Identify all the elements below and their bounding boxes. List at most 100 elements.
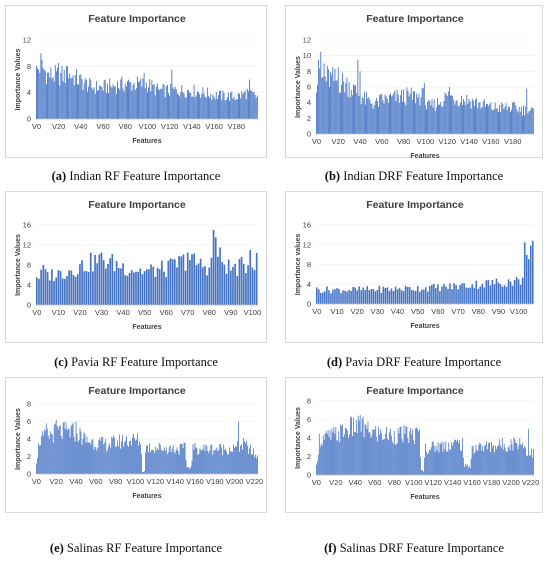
- bar: [484, 106, 486, 134]
- chart-title: Feature Importance: [88, 385, 186, 397]
- bar: [255, 454, 256, 474]
- x-tick-label: V60: [96, 122, 109, 131]
- bar: [334, 289, 336, 304]
- bar: [121, 76, 123, 119]
- bar-series: [36, 53, 258, 120]
- bar: [63, 69, 65, 119]
- bar: [339, 442, 341, 475]
- bar: [524, 115, 526, 134]
- x-tick-label: V180: [504, 137, 522, 146]
- bar: [354, 432, 356, 475]
- bar: [366, 286, 369, 304]
- bar: [154, 276, 157, 305]
- bar: [503, 108, 505, 134]
- bar: [166, 84, 168, 119]
- bar: [242, 94, 244, 119]
- bar: [510, 439, 512, 475]
- bar: [317, 454, 319, 475]
- bar: [180, 443, 182, 474]
- panel-b: Feature Importance Importance Values Featu…: [285, 5, 543, 188]
- bar: [455, 440, 456, 475]
- bar: [194, 443, 196, 474]
- bar: [110, 85, 112, 119]
- bar: [119, 434, 121, 474]
- bar: [453, 283, 455, 304]
- y-tick-label: 16: [23, 221, 31, 230]
- bar: [501, 286, 504, 304]
- chart-title: Feature Importance: [88, 13, 186, 25]
- bar: [533, 449, 534, 475]
- bar: [360, 103, 362, 134]
- bar: [408, 286, 411, 304]
- bar: [67, 428, 69, 474]
- bar: [440, 443, 442, 475]
- bar: [483, 451, 485, 475]
- bar: [394, 286, 397, 304]
- bar: [89, 252, 92, 305]
- bar: [109, 258, 111, 305]
- bar: [483, 99, 485, 134]
- bar: [460, 450, 461, 475]
- x-tick-label: V180: [227, 122, 245, 131]
- y-tick-label: 0: [27, 115, 31, 124]
- bar: [154, 447, 156, 474]
- bar: [106, 451, 108, 474]
- bar: [347, 96, 349, 134]
- bar: [40, 53, 42, 119]
- bar: [129, 82, 131, 119]
- bar: [346, 291, 348, 304]
- bar: [216, 98, 218, 119]
- bar: [531, 107, 533, 134]
- bar: [429, 100, 431, 134]
- bar: [522, 442, 524, 475]
- bar: [475, 280, 478, 304]
- y-tick-label: 10: [303, 51, 311, 60]
- bar: [381, 93, 383, 134]
- bar: [94, 255, 96, 305]
- bar: [151, 449, 153, 474]
- panel-d: Feature Importance Importance values Featu…: [285, 191, 543, 376]
- bar: [344, 434, 345, 475]
- bar: [87, 272, 90, 305]
- bar: [90, 444, 92, 474]
- bar: [39, 72, 41, 119]
- bar: [152, 266, 155, 305]
- bar: [225, 99, 227, 119]
- bar: [87, 91, 88, 119]
- bar: [256, 95, 258, 119]
- bar: [326, 286, 328, 304]
- bar: [347, 430, 348, 475]
- bar: [61, 438, 63, 474]
- bar: [58, 426, 60, 474]
- bar: [80, 74, 82, 119]
- bar: [148, 269, 150, 305]
- bar: [436, 450, 438, 475]
- bar: [487, 279, 490, 304]
- bar: [100, 440, 102, 474]
- bar: [132, 84, 134, 119]
- bar: [166, 454, 168, 474]
- bar: [449, 283, 451, 304]
- bar: [369, 432, 371, 475]
- bar: [99, 85, 101, 119]
- bar: [131, 445, 132, 474]
- x-tick-label: V100: [139, 122, 157, 131]
- bar: [170, 83, 172, 119]
- bar: [250, 89, 252, 119]
- bar: [473, 287, 476, 304]
- bar: [98, 440, 100, 474]
- bar: [483, 287, 486, 304]
- bar: [437, 442, 439, 475]
- bar: [469, 101, 471, 134]
- bar: [337, 67, 339, 134]
- bar: [59, 85, 61, 119]
- bar: [87, 442, 89, 474]
- bar: [485, 444, 487, 475]
- bar: [379, 434, 381, 475]
- x-tick-label: V50: [411, 307, 424, 316]
- bar: [521, 445, 523, 475]
- bar: [115, 446, 117, 474]
- bar: [410, 87, 412, 134]
- bar: [420, 457, 421, 475]
- bar: [331, 74, 333, 134]
